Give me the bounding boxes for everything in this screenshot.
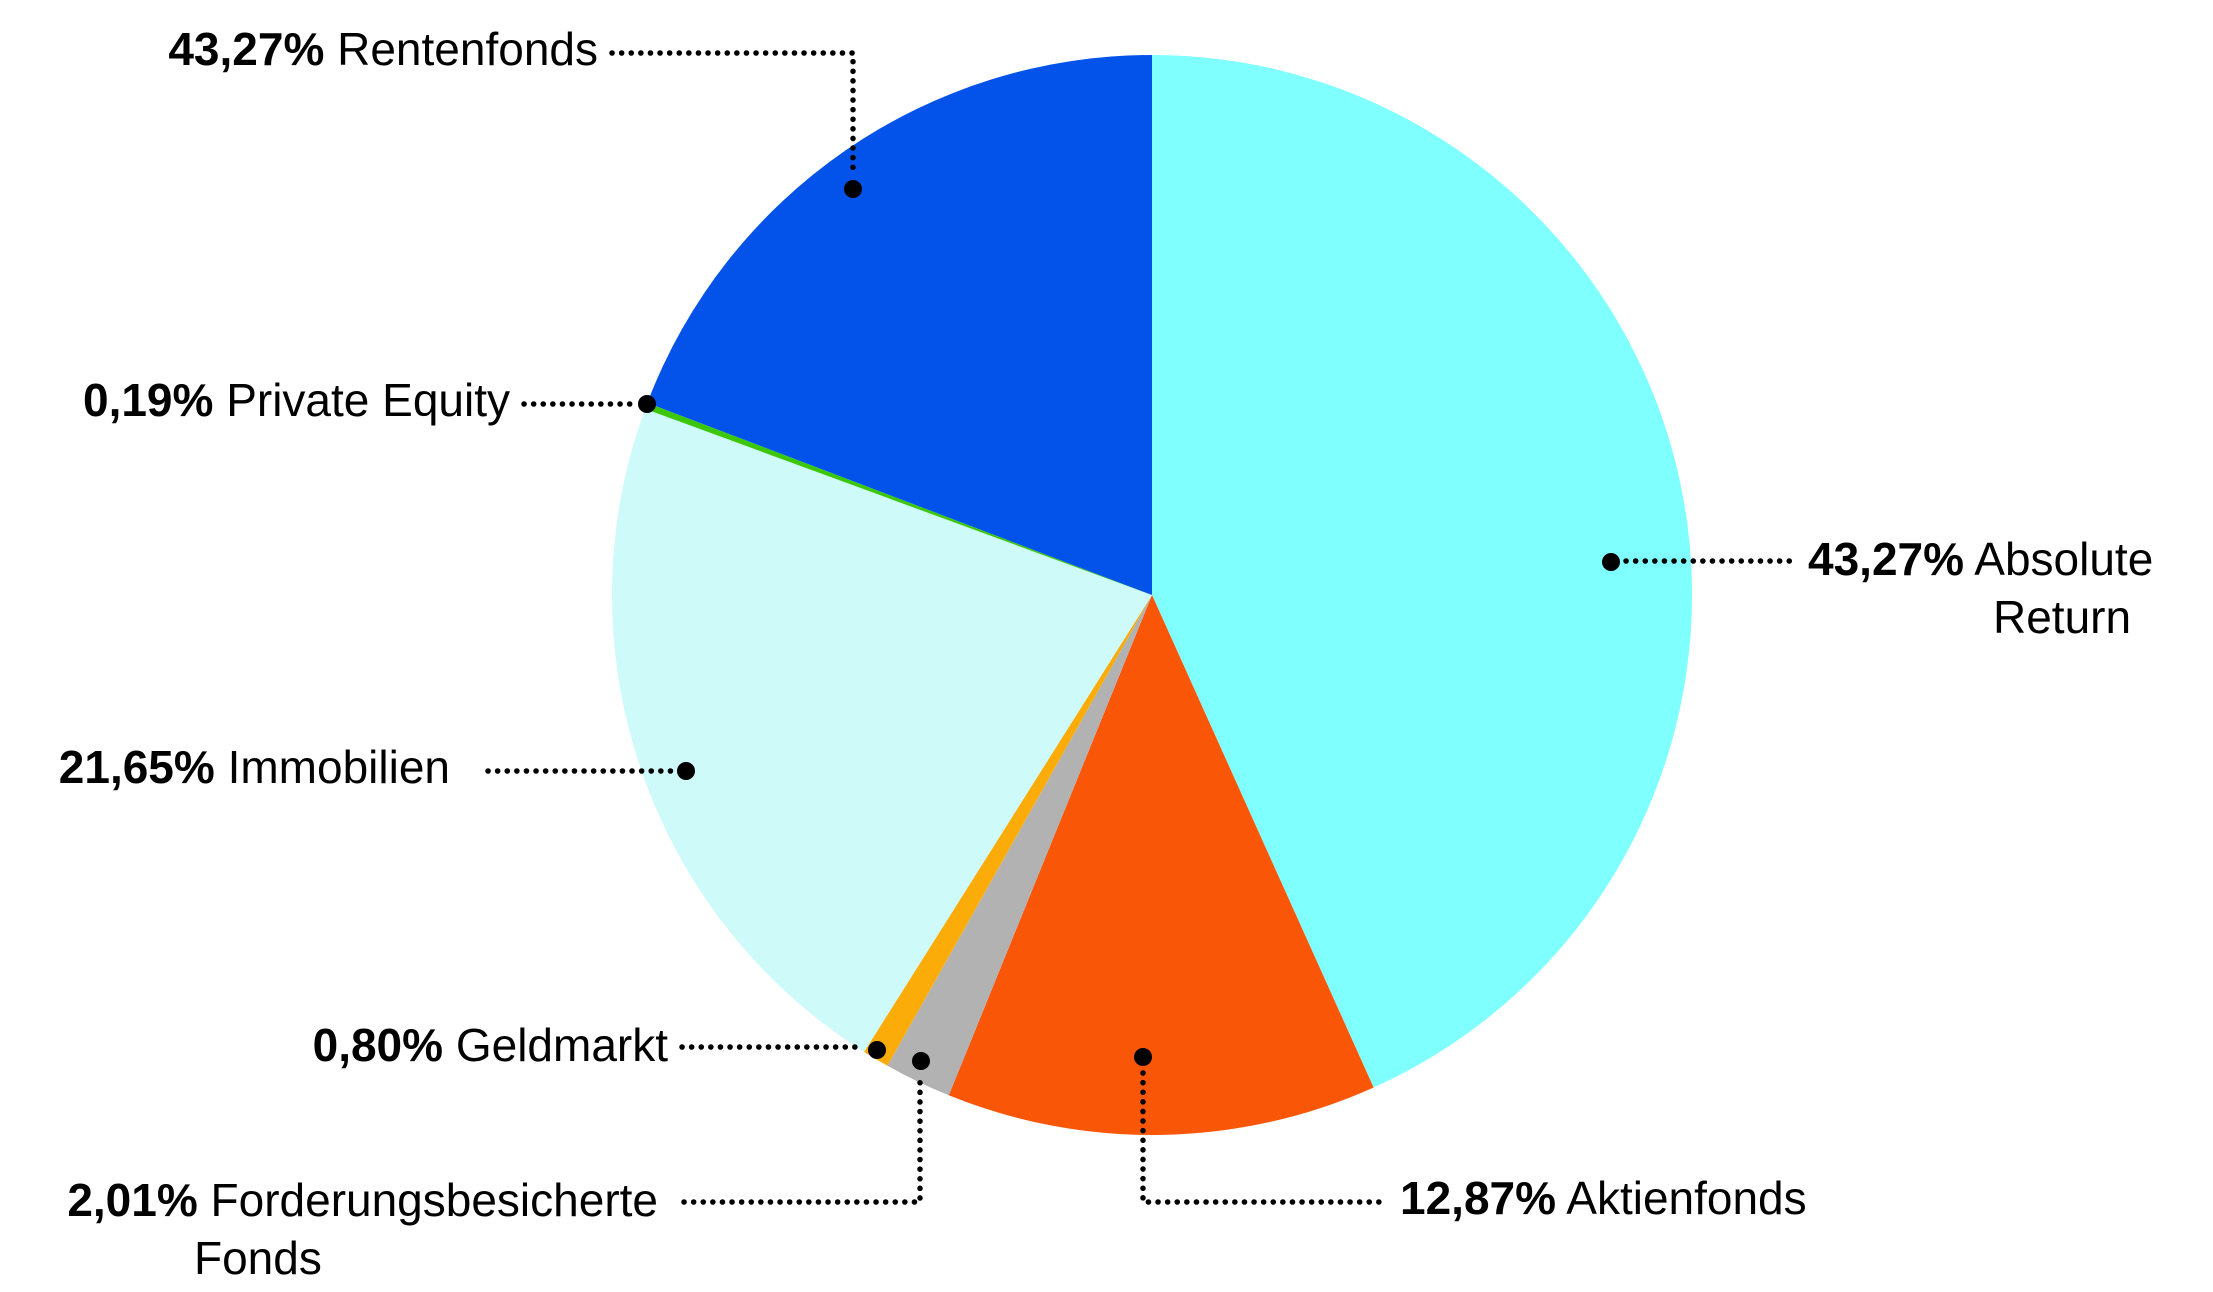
leader-dot-aktienfonds bbox=[1134, 1048, 1152, 1066]
leader-dot-immobilien bbox=[677, 762, 695, 780]
label-rentenfonds-value: 43,27% bbox=[168, 23, 325, 75]
pie-slice-immobilien bbox=[611, 408, 1152, 1052]
leader-dot-rentenfonds bbox=[844, 180, 862, 198]
label-absolute-return-value: 43,27% bbox=[1808, 533, 1965, 585]
label-absolute-return-name-line2: Return bbox=[1993, 591, 2132, 643]
label-rentenfonds: 43,27% Rentenfonds bbox=[168, 26, 598, 72]
label-immobilien-name: Immobilien bbox=[227, 741, 450, 793]
pie-slice-rentenfonds bbox=[647, 55, 1152, 595]
leader-dot-geldmarkt bbox=[868, 1041, 886, 1059]
pie-slice-aktienfonds bbox=[948, 595, 1374, 1136]
label-immobilien: 21,65% Immobilien bbox=[59, 744, 450, 790]
leader-dot-private-equity bbox=[638, 395, 656, 413]
label-private-equity-name: Private Equity bbox=[226, 374, 510, 426]
label-aktienfonds-name: Aktienfonds bbox=[1566, 1172, 1807, 1224]
leader-dot-forderungsbesicherte-fonds bbox=[912, 1052, 930, 1070]
label-absolute-return: 43,27% Absolute bbox=[1808, 536, 2153, 582]
leader-line-rentenfonds bbox=[609, 50, 856, 177]
label-aktienfonds-value: 12,87% bbox=[1400, 1172, 1557, 1224]
pie-slice-private-equity bbox=[645, 402, 1152, 595]
pie-slice-geldmarkt bbox=[864, 595, 1152, 1066]
label-private-equity: 0,19% Private Equity bbox=[83, 377, 510, 423]
leader-dot-absolute-return bbox=[1602, 553, 1620, 571]
label-forderungsbesicherte-fonds-name-line2: Fonds bbox=[194, 1232, 322, 1284]
pie-slice-absolute-return bbox=[1152, 54, 1693, 1088]
label-geldmarkt: 0,80% Geldmarkt bbox=[313, 1022, 668, 1068]
label-geldmarkt-name: Geldmarkt bbox=[455, 1019, 668, 1071]
label-immobilien-value: 21,65% bbox=[58, 741, 215, 793]
label-aktienfonds: 12,87% Aktienfonds bbox=[1400, 1175, 1807, 1221]
label-private-equity-value: 0,19% bbox=[82, 374, 214, 426]
leader-line-forderungsbesicherte-fonds bbox=[681, 1073, 923, 1205]
label-forderungsbesicherte-fonds: 2,01% Forderungsbesicherte bbox=[67, 1177, 658, 1223]
label-geldmarkt-value: 0,80% bbox=[312, 1019, 444, 1071]
pie-slice-forderungsbesicherte-fonds bbox=[887, 595, 1152, 1096]
label-absolute-return-name-line1: Absolute bbox=[1974, 533, 2154, 585]
label-forderungsbesicherte-fonds-name-line1: Forderungsbesicherte bbox=[210, 1174, 658, 1226]
label-forderungsbesicherte-fonds-value: 2,01% bbox=[67, 1174, 198, 1226]
label-rentenfonds-name: Rentenfonds bbox=[337, 23, 598, 75]
